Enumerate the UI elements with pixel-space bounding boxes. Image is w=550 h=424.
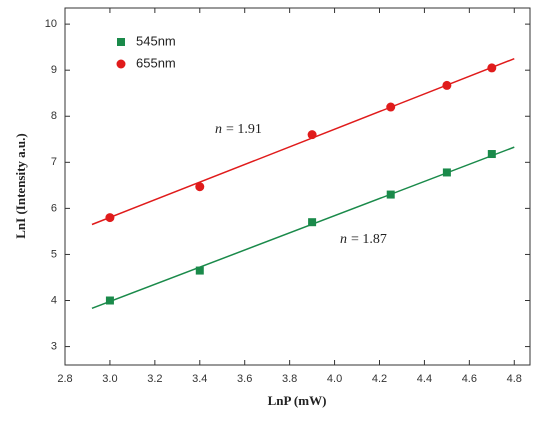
x-tick-label: 3.0	[102, 373, 117, 385]
point	[386, 190, 395, 199]
point	[442, 80, 452, 90]
point	[307, 130, 317, 140]
legend-marker	[116, 59, 126, 69]
legend-marker	[117, 38, 125, 46]
x-tick-label: 4.6	[462, 373, 477, 385]
annotation-symbol: n	[340, 232, 347, 247]
legend-label: 545nm	[136, 33, 176, 48]
y-tick-label: 5	[51, 248, 57, 260]
x-tick-label: 3.8	[282, 373, 297, 385]
y-tick-label: 4	[51, 294, 57, 306]
annotation-text: = 1.87	[351, 232, 387, 247]
y-tick-label: 9	[51, 64, 57, 76]
x-axis-title: LnP (mW)	[268, 393, 327, 408]
plot-frame	[64, 7, 531, 366]
point	[195, 182, 205, 192]
point	[308, 218, 317, 227]
point	[487, 63, 497, 73]
point	[195, 266, 204, 275]
x-tick-label: 4.8	[507, 373, 522, 385]
point	[105, 213, 115, 223]
annotation-symbol: n	[215, 122, 222, 137]
x-tick-label: 3.6	[237, 373, 252, 385]
fit-annotation: n = 1.87	[340, 232, 387, 247]
annotation-text: = 1.91	[226, 122, 262, 137]
x-tick-label: 4.2	[372, 373, 387, 385]
y-tick-label: 7	[51, 156, 57, 168]
x-tick-label: 4.4	[417, 373, 432, 385]
y-axis-title: LnI (Intensity a.u.)	[13, 133, 28, 238]
y-tick-label: 6	[51, 202, 57, 214]
x-tick-label: 4.0	[327, 373, 342, 385]
y-tick-label: 8	[51, 110, 57, 122]
x-tick-label: 3.2	[147, 373, 162, 385]
point	[386, 102, 396, 112]
fit-line	[91, 146, 515, 310]
fit-annotation: n = 1.91	[215, 122, 262, 137]
x-tick-label: 3.4	[192, 373, 207, 385]
point	[487, 150, 496, 159]
legend-label: 655nm	[136, 55, 176, 70]
point	[105, 296, 114, 305]
point	[442, 168, 451, 177]
y-tick-label: 10	[45, 18, 57, 30]
y-tick-label: 3	[51, 340, 57, 352]
x-tick-label: 2.8	[57, 373, 72, 385]
